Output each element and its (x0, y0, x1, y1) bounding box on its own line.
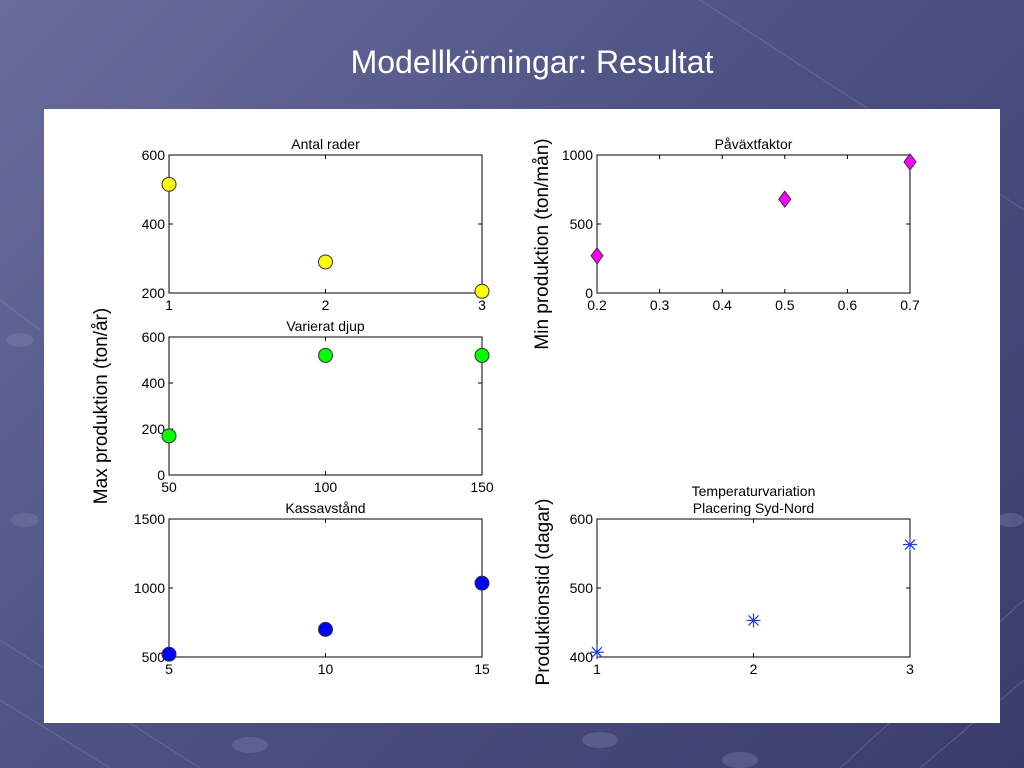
pavaxtfaktor-ytick-label: 0 (585, 285, 593, 301)
kassavstand-xtick-label: 15 (474, 661, 490, 677)
pavaxtfaktor-xtick-label: 0.6 (838, 297, 858, 313)
varierat-djup-xtick-label: 50 (161, 479, 177, 495)
antal-rader-point (474, 283, 490, 299)
varierat-djup-point (474, 347, 490, 363)
figure-panel: Antal rader 1 2 3 200 400 600 Varierat djup 50 10… (44, 109, 1000, 723)
pavaxtfaktor-xtick-label: 0.3 (650, 297, 670, 313)
pavaxtfaktor-ytick-label: 500 (570, 216, 594, 232)
varierat-djup-ytick-label: 400 (142, 375, 166, 391)
kassavstand-ytick-label: 1500 (134, 511, 165, 527)
pavaxtfaktor-point (778, 190, 792, 208)
kassavstand-point (161, 646, 177, 662)
pavaxtfaktor-point (903, 153, 917, 171)
pavaxtfaktor-xtick-label: 0.5 (775, 297, 795, 313)
varierat-djup-ytick-label: 600 (142, 329, 166, 345)
antal-rader-xtick-label: 3 (478, 297, 486, 313)
antal-rader-axes-box (168, 154, 483, 294)
varierat-djup-ytick-label: 0 (157, 467, 165, 483)
temperaturvariation-axes-box (596, 518, 911, 658)
production-time-ylabel: Produktionstid (dagar) (533, 499, 554, 686)
antal-rader-point (318, 254, 333, 270)
kassavstand-title: Kassavstånd (285, 500, 365, 516)
antal-rader-xtick-label: 2 (322, 297, 330, 313)
varierat-djup-point (161, 428, 177, 444)
temperaturvariation-point (903, 537, 917, 552)
kassavstand-point (318, 621, 333, 637)
slide-title: Modellkörningar: Resultat (350, 44, 714, 80)
temperaturvariation-ytick-label: 500 (570, 580, 594, 596)
kassavstand-xtick-label: 10 (318, 661, 334, 677)
antal-rader-ytick-label: 400 (142, 216, 166, 232)
varierat-djup-xtick-label: 150 (470, 479, 494, 495)
pavaxtfaktor-chart: Påväxtfaktor 0.2 0.3 0.4 0.5 0.6 0.7 0 500 1000 (562, 136, 920, 313)
temperaturvariation-point (590, 645, 604, 660)
pavaxtfaktor-xtick-label: 0.4 (712, 297, 732, 313)
temperaturvariation-xtick-label: 2 (750, 661, 758, 677)
pavaxtfaktor-xtick-label: 0.2 (587, 297, 607, 313)
temperaturvariation-xtick-label: 1 (593, 661, 601, 677)
varierat-djup-title: Varierat djup (286, 318, 365, 334)
kassavstand-chart: Kassavstånd 5 10 15 500 1000 1500 (134, 500, 490, 677)
pavaxtfaktor-xtick-label: 0.7 (900, 297, 920, 313)
varierat-djup-ytick-label: 200 (142, 421, 166, 437)
max-production-ylabel: Max produktion (ton/år) (91, 308, 112, 504)
antal-rader-point (161, 176, 177, 192)
pavaxtfaktor-ytick-label: 1000 (562, 147, 593, 163)
min-production-ylabel: Min produktion (ton/mån) (532, 138, 553, 349)
antal-rader-chart: Antal rader 1 2 3 200 400 600 (142, 136, 490, 313)
antal-rader-ytick-label: 600 (142, 147, 166, 163)
kassavstand-xtick-label: 5 (165, 661, 173, 677)
pavaxtfaktor-axes-box (596, 154, 911, 294)
kassavstand-ytick-label: 500 (142, 649, 166, 665)
temperaturvariation-title: Temperaturvariation (692, 483, 816, 499)
temperaturvariation-ytick-label: 600 (570, 511, 594, 527)
temperaturvariation-title: Placering Syd-Nord (693, 500, 814, 516)
antal-rader-title: Antal rader (291, 136, 360, 152)
temperaturvariation-ytick-label: 400 (570, 649, 594, 665)
kassavstand-point (474, 575, 490, 591)
varierat-djup-point (318, 347, 333, 363)
antal-rader-xtick-label: 1 (165, 297, 173, 313)
pavaxtfaktor-title: Påväxtfaktor (715, 136, 793, 152)
kassavstand-ytick-label: 1000 (134, 580, 165, 596)
varierat-djup-chart: Varierat djup 50 100 150 0 200 400 600 (142, 318, 494, 495)
varierat-djup-xtick-label: 100 (314, 479, 338, 495)
antal-rader-ytick-label: 200 (142, 285, 166, 301)
temperaturvariation-point (746, 613, 761, 628)
temperaturvariation-xtick-label: 3 (906, 661, 914, 677)
pavaxtfaktor-point (590, 246, 604, 265)
